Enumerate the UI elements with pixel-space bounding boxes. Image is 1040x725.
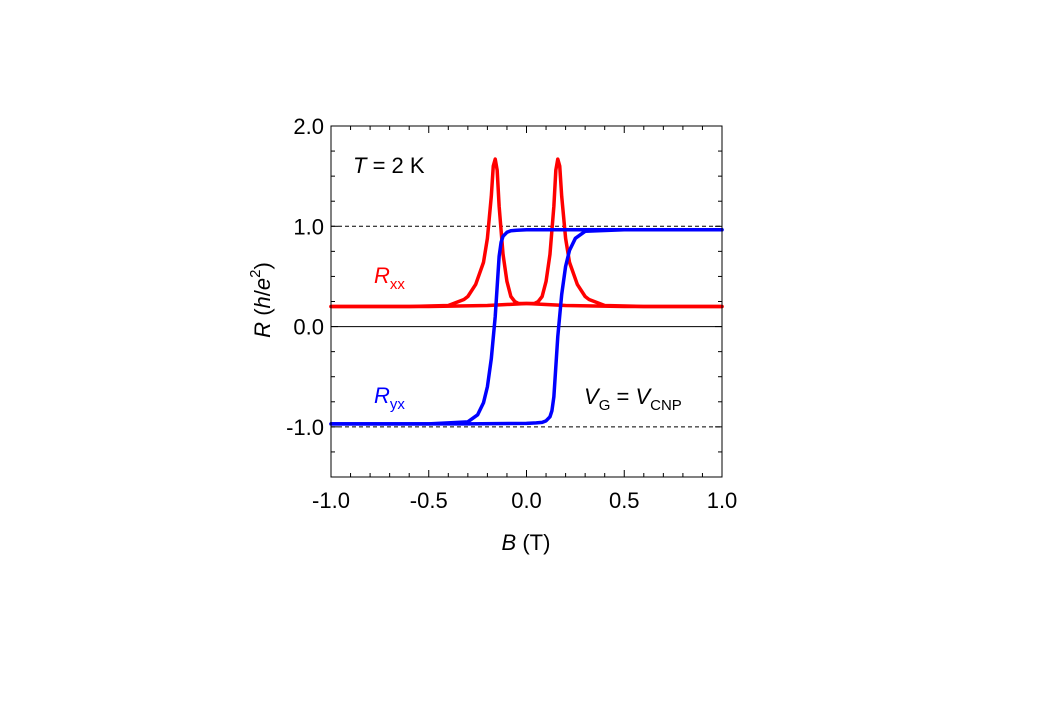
- y-axis-label: R (h/e2): [247, 262, 275, 338]
- x-tick-label: 1.0: [707, 488, 738, 513]
- x-tick-label: -0.5: [410, 488, 448, 513]
- x-tick-label: 0.5: [609, 488, 640, 513]
- y-tick-label: -1.0: [286, 415, 324, 440]
- gate-voltage-annotation: VG = VCNP: [584, 384, 682, 414]
- x-tick-label: 0.0: [511, 488, 542, 513]
- y-tick-label: 2.0: [293, 114, 324, 139]
- y-tick-label: 1.0: [293, 214, 324, 239]
- series-line-xx-down: [329, 157, 724, 309]
- x-axis-label: B (T): [502, 530, 551, 555]
- x-tick-label: -1.0: [312, 488, 350, 513]
- series-label-ryx: Ryx: [374, 383, 405, 413]
- series-line-yx-up: [329, 228, 724, 426]
- reference-lines: [331, 225, 722, 428]
- series-line-yx-down: [329, 228, 724, 426]
- tick-labels: -1.0 -0.5 0.0 0.5 1.0 -1.0 0.0 1.0 2.0: [286, 114, 737, 513]
- series-label-rxx: Rxx: [374, 263, 405, 293]
- axis-ticks: [330, 125, 723, 478]
- data-series: [329, 157, 724, 426]
- y-tick-label: 0.0: [293, 315, 324, 340]
- temperature-annotation: T = 2 K: [353, 153, 425, 178]
